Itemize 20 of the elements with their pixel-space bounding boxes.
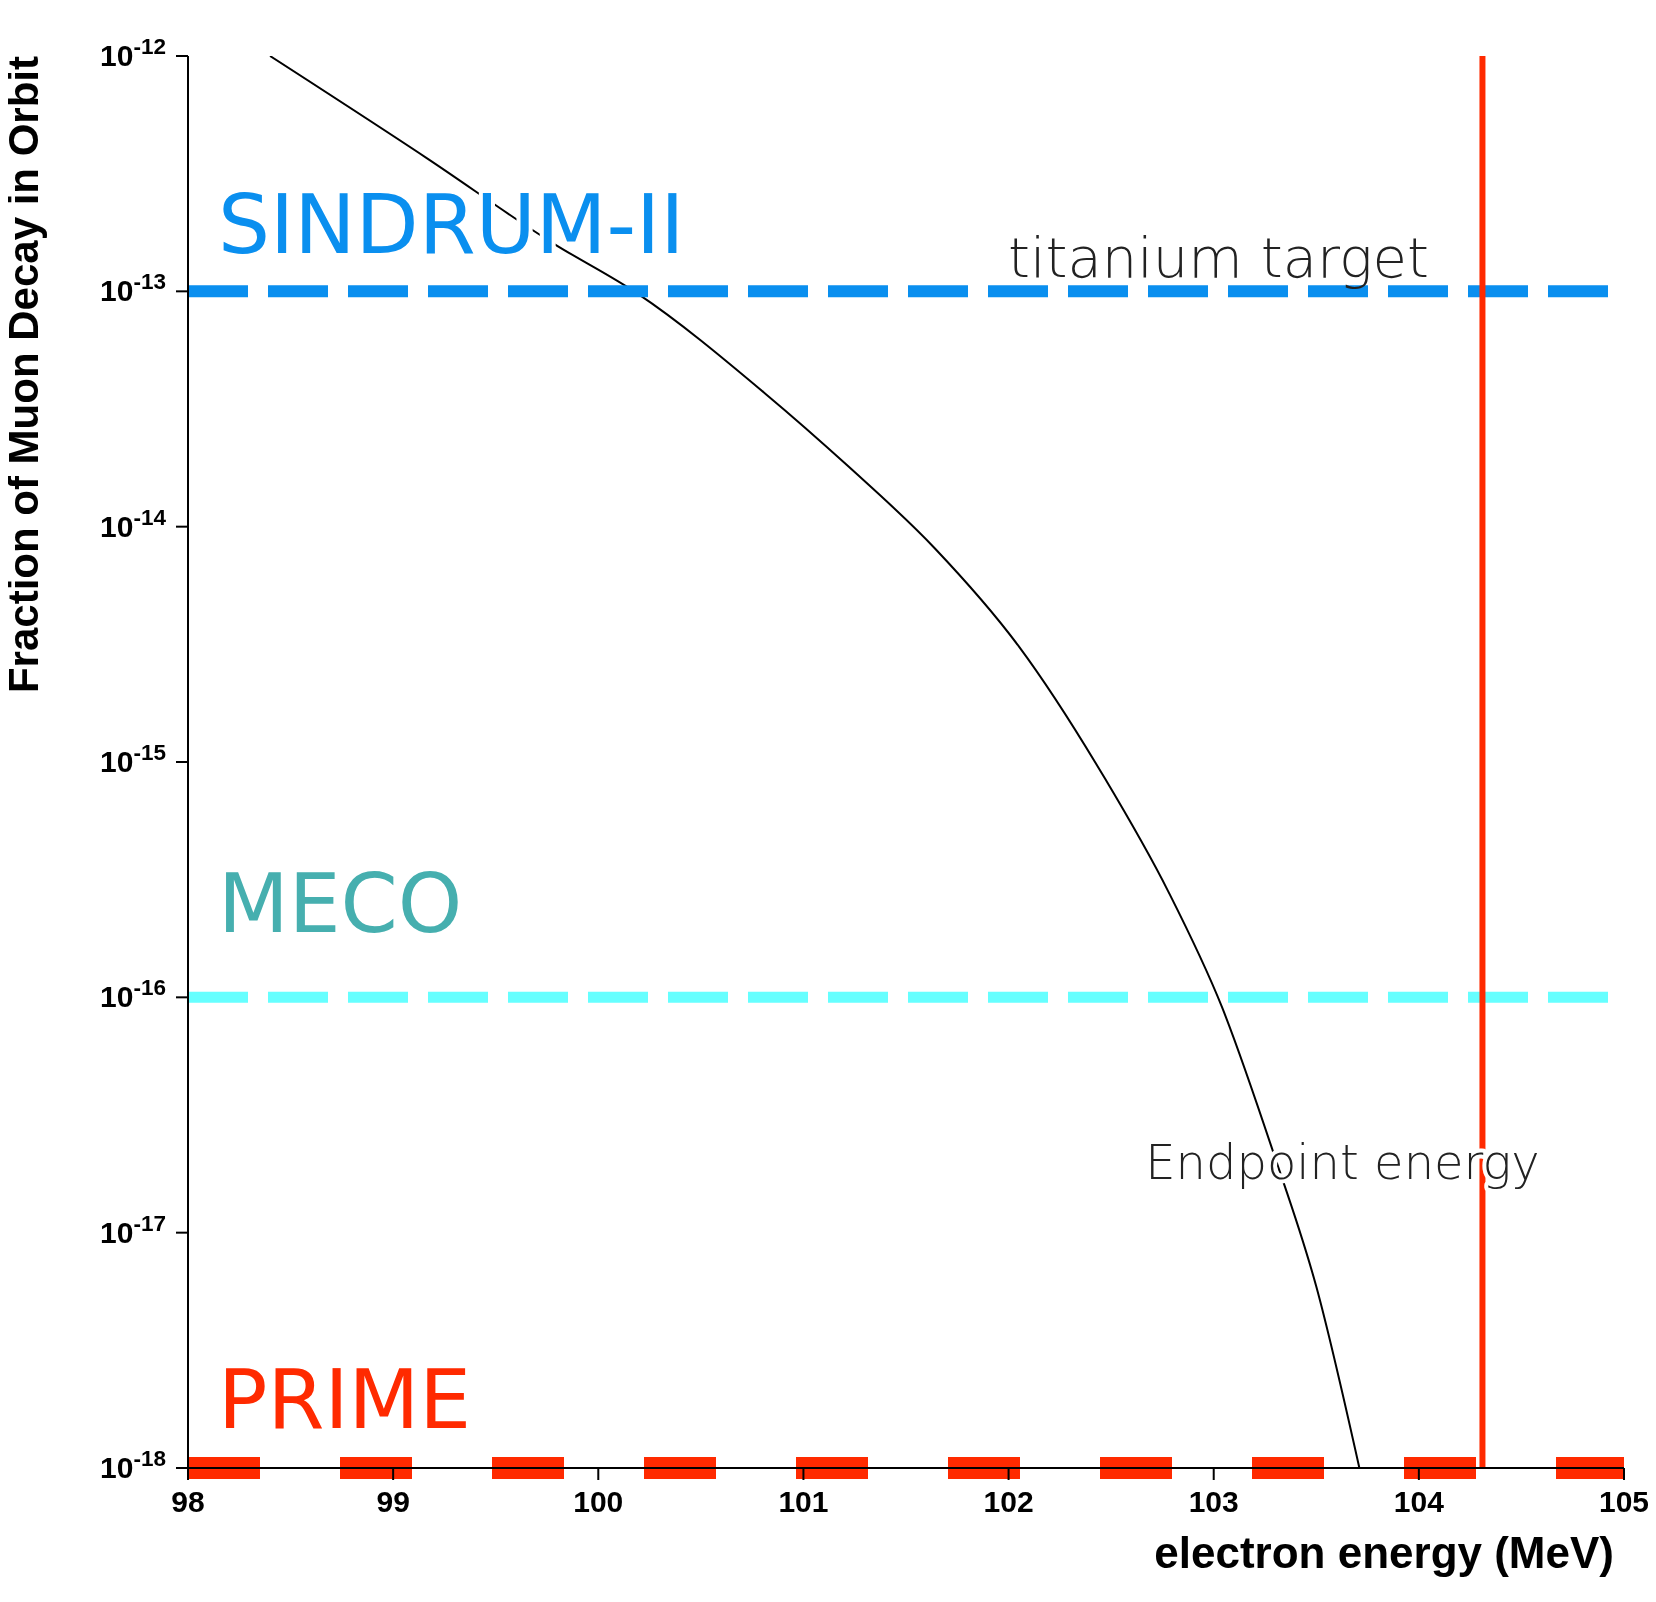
x-tick-label: 104 (1393, 1485, 1445, 1518)
y-tick-label: 10$^{-16}$ (100, 974, 166, 1014)
y-tick-label: 10$^{-18}$ (100, 1445, 166, 1484)
ref-line-label: PRIME (218, 1352, 472, 1447)
x-tick-label: 103 (1188, 1485, 1239, 1518)
annotation: titanium target (1008, 225, 1430, 290)
y-tick-label: 10$^{-13}$ (100, 268, 166, 308)
y-tick-label: 10$^{-12}$ (100, 33, 166, 72)
y-tick-label: 10$^{-14}$ (100, 504, 167, 543)
x-tick-label: 100 (573, 1485, 624, 1518)
x-tick-label: 99 (376, 1485, 410, 1518)
ref-line-label: MECO (218, 856, 463, 952)
y-axis-title: Fraction of Muon Decay in Orbit (0, 56, 47, 694)
x-axis-title: electron energy (MeV) (1154, 1528, 1614, 1577)
y-tick-label: 10$^{-17}$ (100, 1210, 166, 1249)
x-tick-label: 98 (171, 1485, 205, 1518)
x-tick-label: 101 (778, 1485, 829, 1518)
y-tick-label: 10$^{-15}$ (100, 739, 166, 778)
x-tick-label: 105 (1598, 1485, 1650, 1518)
x-tick-label: 102 (983, 1485, 1034, 1518)
